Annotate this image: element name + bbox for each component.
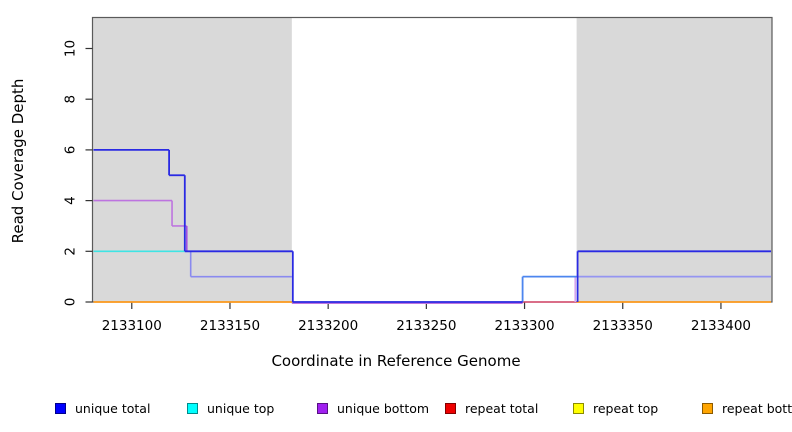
legend-label: repeat top <box>593 400 659 416</box>
legend: unique total unique top unique bottom repea… <box>0 398 792 422</box>
x-tick-label: 2133200 <box>298 318 358 334</box>
x-tick-label: 2133350 <box>593 318 653 334</box>
legend-swatch-icon <box>187 402 198 414</box>
x-tick-label: 2133150 <box>200 318 260 334</box>
legend-swatch-icon <box>317 402 328 414</box>
legend-swatch-icon <box>573 402 584 414</box>
y-tick-label: 8 <box>63 95 79 104</box>
legend-item-repeat-top: repeat top <box>573 398 658 418</box>
repeat-region-shading <box>576 17 772 302</box>
legend-label: unique bottom <box>337 400 430 416</box>
legend-swatch-icon <box>55 402 66 414</box>
y-tick-label: 2 <box>63 247 79 256</box>
legend-label: unique total <box>75 400 151 416</box>
y-axis-title: Read Coverage Depth <box>9 78 27 244</box>
y-tick-label: 4 <box>63 196 79 205</box>
x-tick-label: 2133250 <box>396 318 456 334</box>
repeat-region-shading <box>92 17 292 302</box>
y-tick-label: 6 <box>63 146 79 155</box>
legend-item-unique-top: unique top <box>187 398 274 418</box>
legend-item-unique-bottom: unique bottom <box>317 398 429 418</box>
legend-swatch-icon <box>445 402 456 414</box>
legend-item-unique-total: unique total <box>55 398 150 418</box>
legend-label: unique top <box>207 400 275 416</box>
legend-label: repeat bottom <box>722 400 792 416</box>
x-tick-label: 2133300 <box>494 318 554 334</box>
legend-item-repeat-bottom: repeat bottom <box>702 398 792 418</box>
legend-item-repeat-total: repeat total <box>445 398 538 418</box>
y-tick-label: 0 <box>63 298 79 307</box>
x-tick-label: 2133400 <box>691 318 751 334</box>
legend-swatch-icon <box>702 402 713 414</box>
x-tick-label: 2133100 <box>102 318 162 334</box>
y-tick-label: 10 <box>63 40 79 57</box>
legend-label: repeat total <box>465 400 539 416</box>
x-axis-title: Coordinate in Reference Genome <box>271 352 521 370</box>
